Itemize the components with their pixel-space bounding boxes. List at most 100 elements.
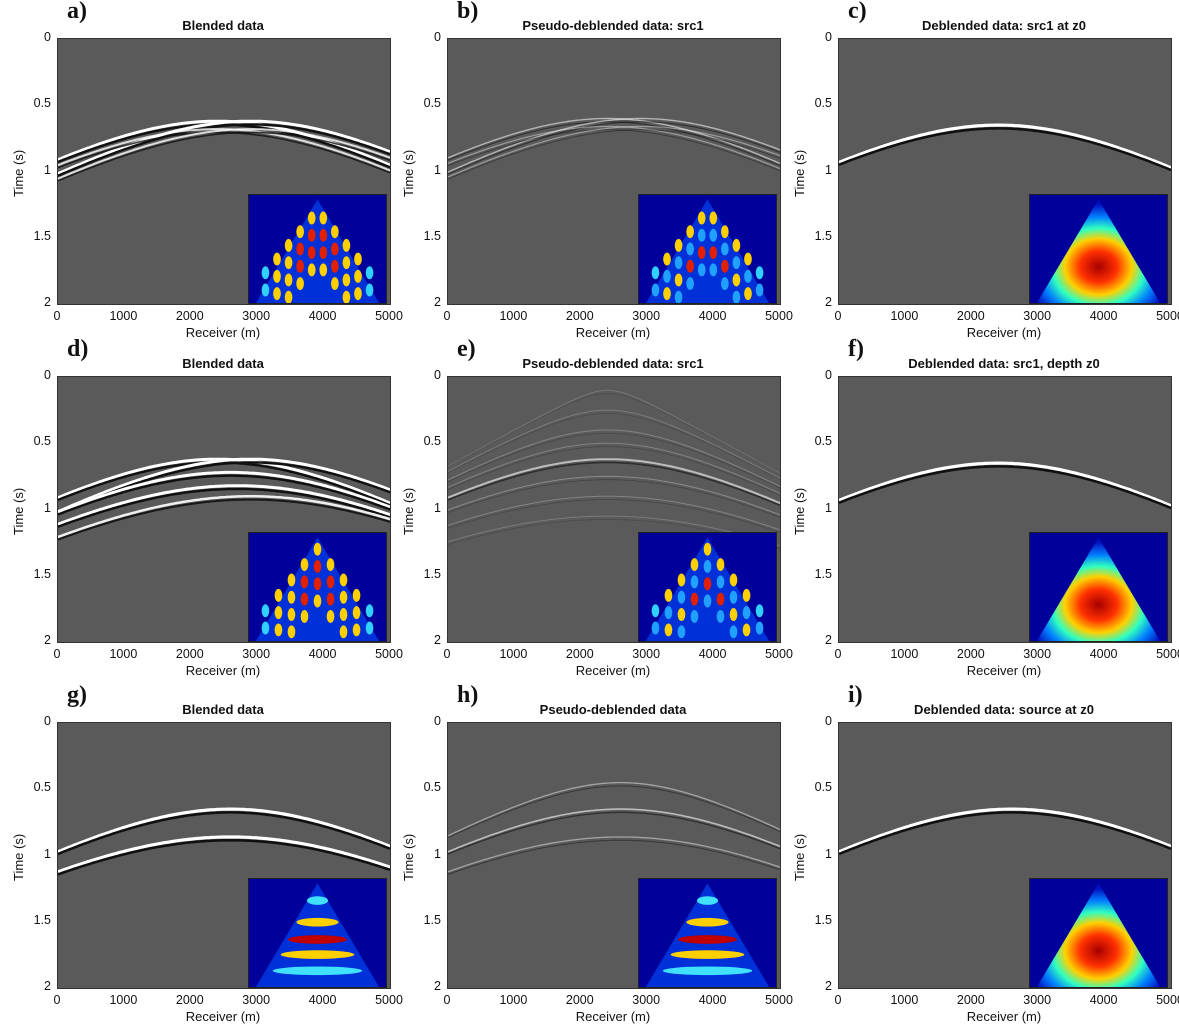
spectrum-band	[274, 606, 283, 620]
y-tick-label: 1	[825, 162, 832, 177]
spectrum-band	[690, 558, 699, 572]
y-tick-label: 1	[434, 846, 441, 861]
y-axis-label: Time (s)	[11, 833, 26, 881]
seismic-event-dark	[448, 499, 780, 533]
seismic-event-bright	[58, 484, 390, 526]
spectrum-band	[690, 592, 699, 606]
seismic-event-bright	[839, 807, 1171, 854]
spectrum-band	[272, 966, 363, 976]
seismic-event-bright	[58, 495, 390, 539]
seismic-event-dark	[58, 811, 390, 856]
seismic-event-dark	[448, 393, 780, 475]
spectrum-band	[296, 242, 304, 256]
spectrum-band	[732, 273, 741, 287]
seismic-gather	[58, 457, 390, 541]
spectrum-band	[664, 606, 673, 620]
spectrum-band	[674, 256, 683, 270]
spectrum-band	[670, 950, 745, 959]
spectrum-band	[313, 542, 322, 556]
seismic-event-dark	[448, 461, 780, 507]
seismic-gather	[839, 123, 1171, 172]
spectrum-cone	[1036, 883, 1161, 987]
spectrum-band	[664, 623, 673, 637]
panel-title: Deblended data: src1 at z0	[922, 18, 1086, 33]
seismic-gather	[448, 117, 780, 180]
spectrum-band	[686, 259, 694, 273]
spectrum-band	[686, 277, 694, 291]
y-tick-label: 1.5	[33, 912, 51, 927]
x-tick-label: 2000	[175, 647, 204, 661]
y-tick-label: 2	[44, 633, 51, 647]
x-tick-label: 2000	[565, 993, 594, 1007]
x-tick-label: 5000	[375, 647, 403, 661]
seismic-event-bright	[448, 125, 780, 170]
y-tick-label: 2	[825, 295, 832, 309]
spectrum-band	[690, 609, 699, 623]
spectrum-band	[261, 283, 270, 297]
y-tick-label: 1	[44, 500, 51, 515]
spectrum-band	[651, 604, 660, 618]
x-tick-label: 2000	[956, 993, 985, 1007]
seismic-event-dark	[448, 839, 780, 875]
x-tick-label: 3000	[1023, 647, 1052, 661]
spectrum-band	[313, 594, 322, 608]
x-tick-label: 3000	[242, 993, 271, 1007]
seismic-event-bright	[448, 495, 780, 531]
x-axis-label: Receiver (m)	[575, 325, 651, 340]
spectrum-band	[365, 266, 374, 280]
seismic-plot	[838, 38, 1172, 305]
panel-letter: b)	[457, 0, 479, 24]
spectrum-band	[326, 592, 335, 606]
spectrum-band	[284, 290, 293, 303]
panel-letter: e)	[457, 336, 476, 362]
x-axis-label: Receiver (m)	[575, 1009, 651, 1024]
spectrum-image	[1036, 199, 1161, 303]
spectrum-cone	[1036, 199, 1161, 303]
y-tick-label: 1.5	[814, 912, 832, 927]
seismic-event-dark	[448, 446, 780, 496]
y-tick-label: 0.5	[814, 434, 832, 449]
panel-title: Deblended data: source at z0	[914, 702, 1094, 717]
spectrum-band	[677, 625, 686, 639]
spectrum-band	[296, 225, 304, 239]
seismic-event-bright	[448, 117, 780, 165]
x-tick-label: 2000	[956, 309, 985, 323]
y-axis-label: Time (s)	[401, 149, 416, 197]
seismic-event-bright	[839, 123, 1171, 170]
seismic-gather	[448, 389, 780, 549]
y-tick-label: 1.5	[814, 228, 832, 243]
spectrum-band	[662, 966, 753, 976]
spectrum-band	[716, 592, 725, 606]
x-tick-label: 3000	[632, 993, 661, 1007]
y-tick-label: 0	[825, 714, 832, 728]
spectrum-band	[342, 290, 351, 303]
y-axis-label: Time (s)	[792, 487, 807, 535]
x-tick-label: 5000	[375, 993, 403, 1007]
spectrum-band	[284, 238, 293, 252]
y-tick-label: 0.5	[423, 434, 441, 449]
spectrum-band	[703, 560, 712, 573]
x-tick-label: 2000	[565, 647, 594, 661]
panel-letter: d)	[67, 336, 89, 362]
spectrum-band	[729, 573, 738, 587]
x-tick-label: 3000	[632, 647, 661, 661]
spectrum-band	[732, 256, 741, 270]
spectrum-band	[287, 625, 296, 639]
x-tick-label: 0	[834, 309, 842, 323]
spectrum-band	[697, 263, 706, 277]
x-tick-label: 5000	[375, 309, 403, 323]
spectrum-band	[273, 287, 281, 301]
x-tick-label: 1000	[109, 993, 138, 1007]
y-tick-label: 0.5	[33, 96, 51, 111]
x-tick-label: 2000	[175, 993, 204, 1007]
spectrum-band	[342, 273, 351, 287]
seismic-event-dark	[448, 129, 780, 172]
x-tick-label: 0	[443, 309, 451, 323]
panel-letter: h)	[457, 682, 479, 708]
spectrum-band	[729, 608, 738, 622]
spectrum-band	[663, 269, 671, 283]
spectrum-band	[274, 588, 283, 602]
panel-letter: i)	[848, 682, 863, 708]
seismic-plot	[57, 722, 391, 989]
spectrum-band	[319, 263, 328, 277]
